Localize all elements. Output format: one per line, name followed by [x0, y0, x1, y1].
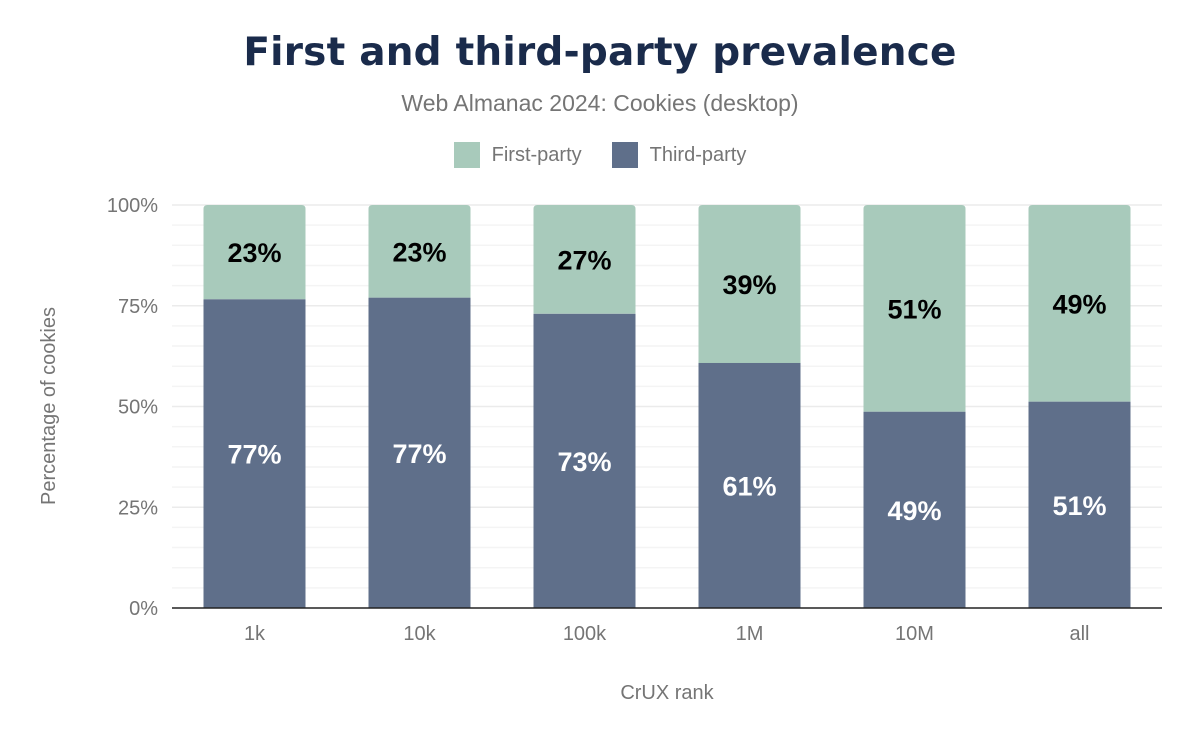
- x-tick-label: 1M: [736, 623, 764, 645]
- x-tick-label: 10k: [403, 623, 436, 645]
- x-tick-label: 10M: [895, 623, 934, 645]
- legend-swatch-first-party: [453, 142, 480, 168]
- chart-subtitle: Web Almanac 2024: Cookies (desktop): [401, 90, 799, 116]
- x-tick-label: all: [1069, 623, 1089, 645]
- data-label-third-party: 77%: [392, 439, 446, 469]
- data-label-first-party: 23%: [227, 238, 281, 268]
- data-label-first-party: 51%: [887, 294, 941, 324]
- y-tick-label: 75%: [118, 296, 158, 318]
- bar-first-party: [203, 205, 306, 300]
- y-tick-label: 25%: [118, 497, 158, 519]
- legend-item-third-party[interactable]: Third-party: [611, 142, 747, 168]
- data-label-first-party: 49%: [1052, 289, 1106, 319]
- y-tick-label: 0%: [129, 598, 158, 620]
- y-tick-label: 100%: [107, 195, 158, 217]
- data-label-first-party: 23%: [392, 237, 446, 267]
- legend: First-party Third-party: [0, 142, 1200, 168]
- legend-label: Third-party: [649, 143, 747, 166]
- bar-third-party: [368, 297, 471, 608]
- bar-first-party: [1028, 205, 1131, 402]
- legend-label: First-party: [491, 143, 582, 166]
- y-axis-title: Percentage of cookies: [38, 307, 60, 505]
- data-label-third-party: 49%: [887, 496, 941, 526]
- data-label-third-party: 73%: [557, 447, 611, 477]
- legend-swatch-third-party: [611, 142, 638, 168]
- data-label-third-party: 51%: [1052, 491, 1106, 521]
- legend-item-first-party[interactable]: First-party: [453, 142, 582, 168]
- x-tick-label: 1k: [244, 623, 266, 645]
- data-label-first-party: 27%: [557, 245, 611, 275]
- x-axis-title: CrUX rank: [620, 682, 714, 704]
- data-label-first-party: 39%: [722, 270, 776, 300]
- bar-third-party: [533, 313, 636, 608]
- bar-first-party: [863, 205, 966, 412]
- data-label-third-party: 61%: [722, 471, 776, 501]
- bar-third-party: [1028, 401, 1131, 608]
- bar-third-party: [203, 299, 306, 608]
- chart-title: First and third-party prevalence: [243, 30, 957, 75]
- data-label-third-party: 77%: [227, 440, 281, 470]
- bar-first-party: [368, 205, 471, 298]
- bar-third-party: [698, 362, 801, 608]
- bar-first-party: [698, 205, 801, 363]
- y-tick-label: 50%: [118, 397, 158, 419]
- bar-first-party: [533, 205, 636, 314]
- bar-third-party: [863, 411, 966, 608]
- x-tick-label: 100k: [563, 623, 607, 645]
